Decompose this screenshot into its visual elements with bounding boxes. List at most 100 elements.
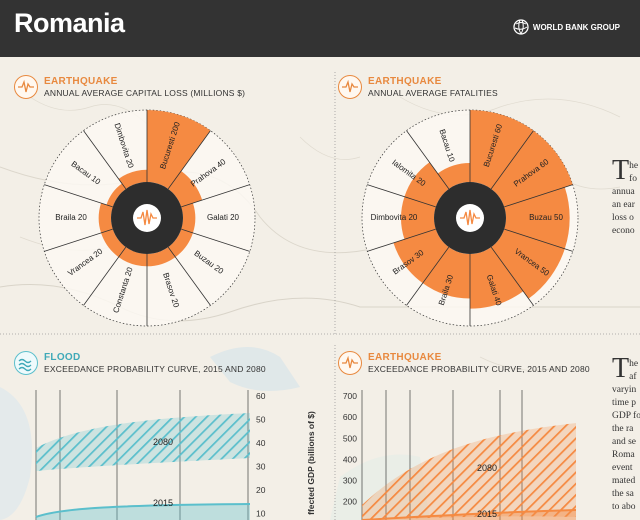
eq-curve-subtitle: EXCEEDANCE PROBABILITY CURVE, 2015 AND 2…	[368, 364, 590, 374]
radial-wedge-vrancea	[491, 229, 565, 299]
radial-label-name: Braila	[55, 213, 78, 222]
y-axis-label: ffected GDP (billions of $)	[306, 411, 316, 515]
series-label-2080: 2080	[477, 463, 497, 473]
series-label-2080: 2080	[153, 437, 173, 447]
radial-wedge-prahova	[168, 171, 203, 207]
radial-divider	[181, 228, 250, 252]
radial-divider	[406, 130, 450, 190]
side-text-line: the sa	[612, 489, 634, 499]
radial-label-value: 20	[78, 213, 87, 222]
y-tick-label: 100	[343, 518, 357, 520]
radial-wedge-dimbovita	[118, 169, 147, 189]
eq-fatal-subtitle: ANNUAL AVERAGE FATALITIES	[368, 88, 498, 98]
side-text-line: he	[629, 359, 639, 369]
radial-label-name: Dimbovita	[371, 213, 409, 222]
radial-divider	[490, 130, 534, 190]
radial-label: Galati 20	[207, 213, 240, 222]
radial-wedge-buzau	[168, 229, 193, 258]
radial-divider	[83, 130, 127, 190]
radial-label-name: Galati	[207, 213, 230, 222]
radial-divider	[406, 246, 450, 306]
radial-wedge-bucuresti	[470, 110, 534, 189]
y-tick-label: 40	[256, 438, 266, 448]
dropcap-2: T	[612, 358, 630, 384]
y-tick-label: 10	[256, 509, 266, 519]
side-text-line: loss o	[612, 213, 634, 223]
radial-wedge-vrancea	[101, 229, 126, 258]
radial-wedge-braila	[98, 203, 113, 233]
radial-divider	[490, 246, 534, 306]
radial-label-value: 200	[169, 120, 182, 136]
radial-wedge-bacau	[106, 183, 126, 207]
radial-center-badge	[456, 204, 484, 232]
y-tick-label: 20	[256, 485, 266, 495]
flood-kicker: FLOOD	[44, 352, 81, 363]
radial-divider	[167, 130, 211, 190]
side-text-line: fo	[629, 174, 638, 184]
series-label-2015: 2015	[477, 509, 497, 519]
radial-label-value: 20	[123, 266, 134, 278]
radial-wedge-bucuresti	[147, 110, 211, 189]
radial-label-value: 20	[124, 158, 135, 170]
radial-divider	[504, 228, 573, 252]
side-text-line: GDP fo	[612, 411, 640, 421]
flood-title: FLOOD EXCEEDANCE PROBABILITY CURVE, 2015…	[44, 352, 266, 374]
side-text-line: the ra	[612, 424, 634, 434]
y-tick-label: 30	[256, 462, 266, 472]
seismograph-icon	[137, 209, 157, 226]
eq-curve-title: EARTHQUAKE EXCEEDANCE PROBABILITY CURVE,…	[368, 352, 590, 374]
radial-label-value: 20	[230, 213, 239, 222]
eq-fatal-title: EARTHQUAKE ANNUAL AVERAGE FATALITIES	[368, 76, 498, 98]
radial-divider	[367, 228, 436, 252]
side-text-line: annua	[612, 187, 635, 197]
radial-label-value: 20	[169, 297, 180, 309]
radial-wedge-ialomita	[404, 162, 449, 207]
radial-label-name: Buzau	[529, 213, 554, 222]
eq-loss-kicker: EARTHQUAKE	[44, 76, 118, 87]
radial-label-value: 40	[492, 296, 503, 308]
side-text-line: af	[629, 372, 637, 382]
radial-divider	[181, 184, 250, 208]
radial-wedge-bacau	[437, 163, 470, 189]
side-text-line: and se	[612, 437, 637, 447]
radial-label: Dimbovita 20	[371, 213, 418, 222]
intro-paragraph-1: T he fo annua an ear loss o econo	[612, 160, 640, 238]
radial-label-value: 30	[444, 273, 455, 285]
series-2080-band	[36, 413, 250, 471]
radial-label-value: 50	[554, 213, 563, 222]
y-tick-label: 500	[343, 433, 357, 443]
radial-wedge-braila	[422, 247, 470, 299]
radial-divider	[167, 246, 211, 306]
y-tick-label: 700	[343, 391, 357, 401]
eq-fatal-kicker: EARTHQUAKE	[368, 76, 442, 87]
radial-wedge-galati	[470, 247, 524, 309]
y-tick-label: 400	[343, 454, 357, 464]
y-tick-label: 600	[343, 412, 357, 422]
radial-divider	[367, 184, 436, 208]
intro-paragraph-2: T he af varyin time p GDP fo the ra and se Roma…	[612, 358, 640, 514]
eq-loss-title: EARTHQUAKE ANNUAL AVERAGE CAPITAL LOSS (…	[44, 76, 245, 98]
y-tick-label: 200	[343, 497, 357, 507]
side-text-line: event	[612, 463, 633, 473]
side-text-line: econo	[612, 226, 635, 236]
radial-wedge-prahova	[491, 130, 573, 207]
side-text-line: to abo	[612, 502, 636, 512]
y-tick-label: 60	[256, 391, 266, 401]
eq-loss-subtitle: ANNUAL AVERAGE CAPITAL LOSS (MILLIONS $)	[44, 88, 246, 98]
radial-label: Buzau 50	[529, 213, 563, 222]
radial-divider	[504, 184, 573, 208]
series-2015-line	[35, 503, 251, 518]
radial-wedge-galati	[181, 203, 196, 233]
eq-curve-kicker: EARTHQUAKE	[368, 352, 442, 363]
radial-wedge-constanta	[118, 247, 147, 267]
radial-divider	[83, 246, 127, 306]
series-2080-band	[362, 423, 576, 520]
series-2015-band	[36, 504, 250, 520]
y-tick-label: 300	[343, 476, 357, 486]
radial-divider	[44, 184, 113, 208]
series-2015-line	[361, 509, 577, 520]
radial-wedge-dimbovita	[401, 196, 436, 240]
radial-label: Braila 20	[55, 213, 87, 222]
